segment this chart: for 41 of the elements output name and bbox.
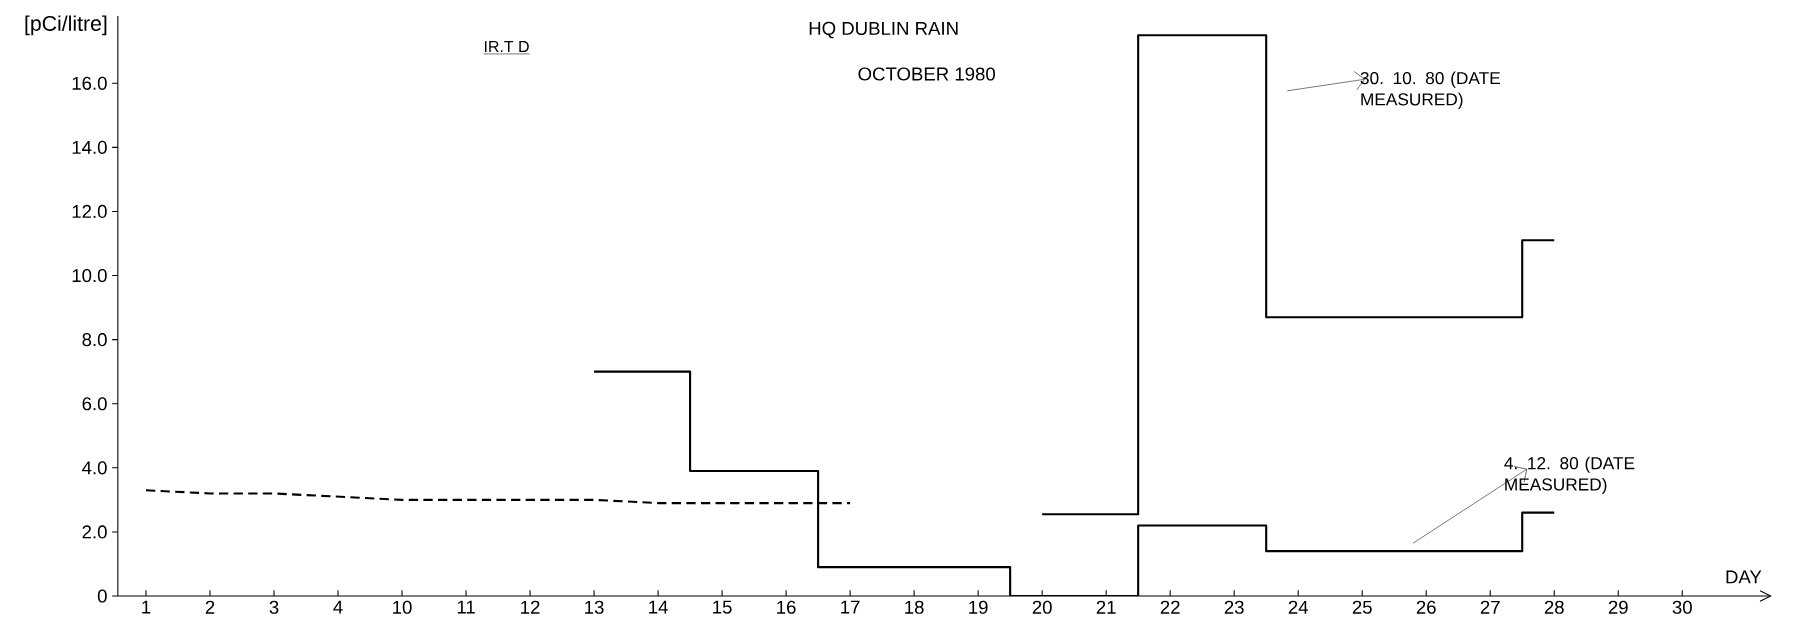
x-tick-label: 25	[1352, 600, 1372, 614]
x-tick-label: 29	[1608, 600, 1628, 614]
x-tick-label: 18	[905, 600, 924, 614]
x-tick-label: 30	[1672, 600, 1692, 614]
x-tick-label: 26	[1416, 600, 1436, 614]
x-axis-title: DAY	[1726, 570, 1762, 584]
x-tick-label: 4	[333, 600, 343, 614]
text: OCTOBER 1980	[858, 67, 995, 81]
x-tick-label: 3	[269, 600, 279, 614]
x-tick-label: 23	[1224, 600, 1244, 614]
x-tick-label: 28	[1544, 600, 1564, 614]
y-tick-label: 10.0	[72, 268, 107, 283]
annotation: IR.T D	[484, 41, 529, 53]
annotation: 4. 12. 80 (DATE MEASURED)	[1504, 456, 1635, 494]
x-tick-label: 24	[1288, 600, 1308, 614]
chart-title: HQ DUBLIN RAIN	[809, 21, 958, 39]
y-tick-label: 12.0	[72, 204, 107, 219]
x-tick-label: 10	[393, 600, 412, 614]
x-tick-label: 14	[649, 600, 668, 614]
x-tick-label: 20	[1032, 600, 1052, 614]
x-tick-label: 12	[521, 600, 540, 614]
y-axis-title: [pCi/litre]	[25, 15, 107, 36]
x-tick-label: 2	[205, 600, 215, 614]
x-tick-label: 1	[142, 600, 151, 614]
x-tick-label: 27	[1480, 600, 1500, 614]
x-tick-label: 16	[777, 600, 796, 614]
y-tick-label: 8.0	[82, 333, 107, 347]
x-tick-label: 17	[841, 600, 860, 614]
y-tick-label: 14.0	[72, 140, 107, 154]
y-tick-label: 6.0	[82, 397, 107, 411]
y-tick-label: 16.0	[72, 76, 107, 90]
y-tick-label: 2.0	[82, 525, 107, 539]
x-tick-label: 21	[1096, 600, 1116, 614]
annotation: 30. 10. 80 (DATE MEASURED)	[1360, 71, 1500, 109]
x-tick-label: 11	[457, 600, 475, 614]
y-tick-label: 0	[97, 589, 107, 603]
y-tick-label: 4.0	[82, 461, 107, 475]
x-tick-label: 19	[969, 600, 988, 614]
x-tick-label: 15	[713, 600, 732, 614]
x-tick-label: 13	[585, 600, 604, 614]
x-tick-label: 22	[1160, 600, 1180, 614]
